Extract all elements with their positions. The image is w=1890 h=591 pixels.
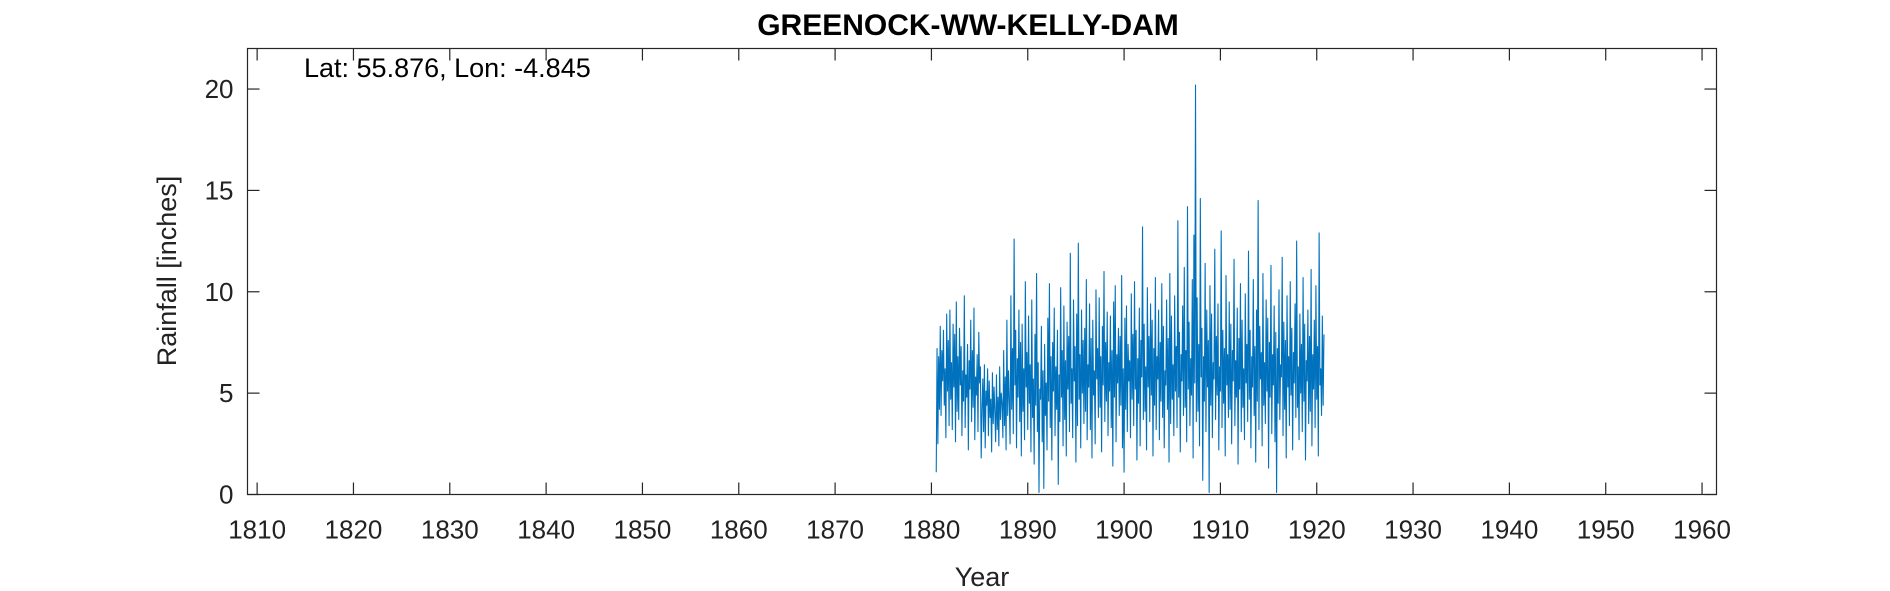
x-axis: 1810 1820 1830 1840 1850 1860 1870 1880 1890 1900… bbox=[228, 48, 1731, 545]
y-tick-label: 15 bbox=[205, 175, 234, 205]
chart-title: GREENOCK-WW-KELLY-DAM bbox=[757, 9, 1179, 42]
rainfall-series-line bbox=[935, 84, 1325, 494]
y-tick-label: 5 bbox=[219, 378, 233, 408]
y-axis: 0 5 10 15 20 bbox=[205, 74, 1717, 510]
x-axis-label: Year bbox=[955, 562, 1010, 591]
x-tick-label: 1860 bbox=[710, 515, 768, 545]
y-tick-label: 10 bbox=[205, 277, 234, 307]
x-tick-label: 1940 bbox=[1480, 515, 1538, 545]
y-tick-label: 0 bbox=[219, 480, 233, 510]
x-tick-label: 1850 bbox=[614, 515, 672, 545]
x-tick-label: 1870 bbox=[806, 515, 864, 545]
x-tick-label: 1920 bbox=[1288, 515, 1346, 545]
x-tick-label: 1910 bbox=[1191, 515, 1249, 545]
x-tick-label: 1900 bbox=[1095, 515, 1153, 545]
x-tick-label: 1880 bbox=[903, 515, 961, 545]
x-tick-label: 1890 bbox=[999, 515, 1057, 545]
x-tick-label: 1950 bbox=[1577, 515, 1635, 545]
plot-area-frame bbox=[246, 47, 1718, 496]
y-axis-label: Rainfall [inches] bbox=[152, 176, 182, 367]
x-tick-label: 1810 bbox=[228, 515, 286, 545]
x-tick-label: 1820 bbox=[325, 515, 383, 545]
y-tick-label: 20 bbox=[205, 74, 234, 104]
station-coordinates-annotation: Lat: 55.876, Lon: -4.845 bbox=[304, 53, 591, 83]
x-tick-label: 1930 bbox=[1384, 515, 1442, 545]
x-tick-label: 1830 bbox=[421, 515, 479, 545]
x-tick-label: 1840 bbox=[517, 515, 575, 545]
x-tick-label: 1960 bbox=[1673, 515, 1731, 545]
